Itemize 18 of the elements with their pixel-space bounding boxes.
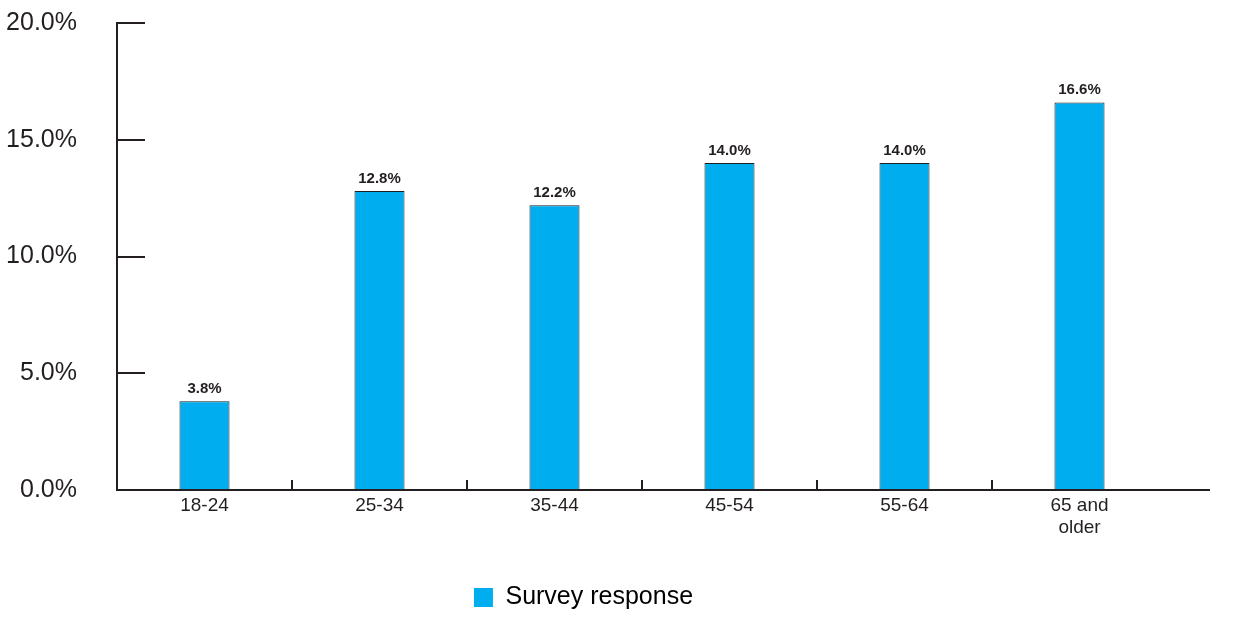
data-label: 12.2% (533, 182, 576, 200)
x-tick-label: 18-24 (180, 493, 230, 515)
data-label: 3.8% (187, 378, 222, 396)
x-tick-label: 55-64 (880, 493, 930, 515)
x-tick-label: 45-54 (705, 493, 755, 515)
data-label: 14.0% (883, 140, 926, 158)
x-tick-label: 25-34 (355, 493, 405, 515)
y-tick-label: 10.0% (6, 240, 77, 269)
y-tick-label: 0.0% (20, 473, 77, 502)
y-tick-label: 20.0% (6, 6, 77, 35)
y-tick-label: 15.0% (6, 123, 77, 152)
x-tick-label: 65 and older (1050, 493, 1109, 538)
data-label: 14.0% (708, 140, 751, 158)
data-label: 12.8% (358, 168, 401, 186)
x-tick-label: 35-44 (530, 493, 580, 515)
legend-label: Survey response (505, 581, 694, 610)
data-label: 16.6% (1058, 80, 1101, 98)
y-tick-label: 5.0% (20, 357, 77, 386)
